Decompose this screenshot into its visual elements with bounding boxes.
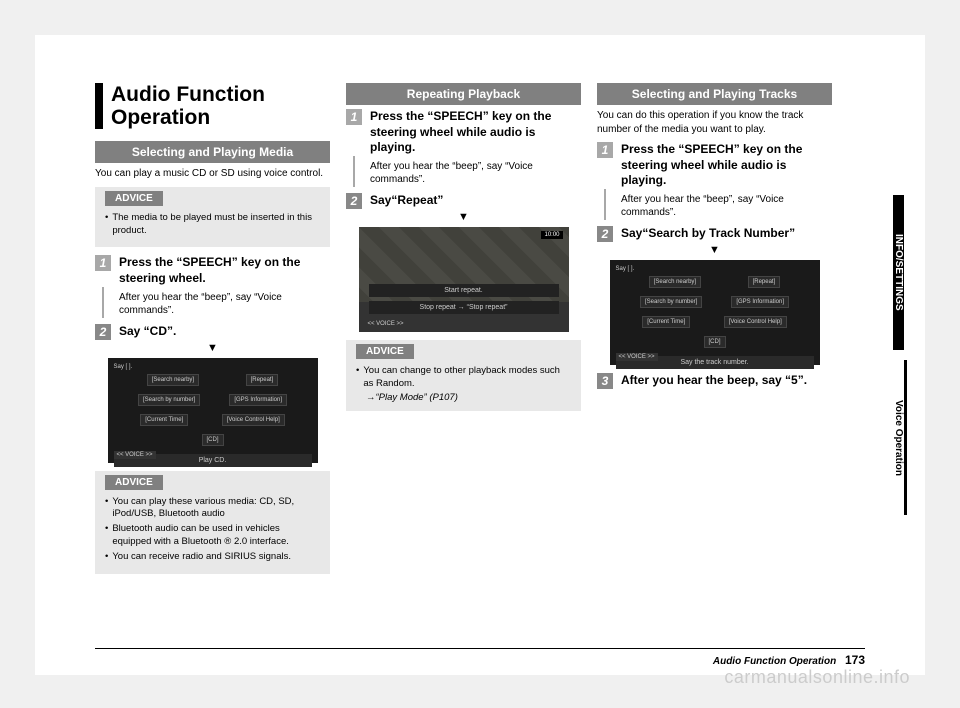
column-3: Selecting and Playing Tracks You can do …: [597, 83, 832, 638]
shot-line: Stop repeat → “Stop repeat”: [369, 301, 559, 314]
advice-content: •You can play these various media: CD, S…: [95, 490, 330, 574]
step-bar: [102, 287, 104, 318]
step-number: 2: [346, 193, 362, 209]
shot-chip: [Current Time]: [642, 316, 690, 328]
step-title: Press the “SPEECH” key on the steering w…: [370, 109, 581, 156]
voice-chip: << VOICE >>: [365, 320, 407, 328]
step-number: 1: [346, 109, 362, 125]
tab-info-settings: INFO/SETTINGS: [893, 195, 904, 350]
column-1: Audio Function Operation Selecting and P…: [95, 83, 330, 638]
step-number: 3: [597, 373, 613, 389]
clock-icon: 10:00: [541, 231, 562, 239]
shot-chip: [Search nearby]: [649, 276, 701, 288]
step-1: 1 Press the “SPEECH” key on the steering…: [346, 109, 581, 187]
step-title: Say“Repeat”: [370, 193, 443, 209]
tab-voice-operation: Voice Operation: [893, 360, 907, 515]
advice-label: ADVICE: [356, 344, 414, 359]
step-title: Say “CD”.: [119, 324, 176, 340]
step-2: 2 Say“Search by Track Number”: [597, 226, 832, 242]
step-body: After you hear the “beep”, say “Voice co…: [119, 291, 330, 318]
step-body: After you hear the “beep”, say “Voice co…: [621, 193, 832, 220]
advice-box: ADVICE •You can change to other playback…: [346, 340, 581, 412]
advice-content: •The media to be played must be inserted…: [95, 206, 330, 248]
voice-chip: << VOICE >>: [616, 353, 658, 361]
ui-screenshot: Say [ ]. [Search nearby][Repeat] [Search…: [610, 260, 820, 365]
page: Audio Function Operation Selecting and P…: [35, 35, 925, 675]
advice-bullet: You can receive radio and SIRIUS signals…: [112, 551, 291, 564]
step-1: 1 Press the “SPEECH” key on the steering…: [95, 255, 330, 317]
step-3: 3 After you hear the beep, say “5”.: [597, 373, 832, 389]
shot-chip: [GPS Information]: [229, 394, 287, 406]
step-bar: [353, 156, 355, 187]
step-number: 1: [95, 255, 111, 271]
advice-label: ADVICE: [105, 191, 163, 206]
intro-text: You can do this operation if you know th…: [597, 109, 832, 136]
shot-chip: [Repeat]: [748, 276, 781, 288]
shot-chip: [Search by number]: [138, 394, 200, 406]
step-number: 2: [597, 226, 613, 242]
shot-chip: [Search by number]: [640, 296, 702, 308]
shot-line: Start repeat.: [369, 284, 559, 297]
down-arrow-icon: ▼: [95, 342, 330, 354]
ui-screenshot-map: 10:00 Start repeat. Stop repeat → “Stop …: [359, 227, 569, 332]
shot-chip: [Repeat]: [246, 374, 279, 386]
step-body: After you hear the “beep”, say “Voice co…: [370, 160, 581, 187]
step-title: Say“Search by Track Number”: [621, 226, 795, 242]
footer-label: Audio Function Operation: [713, 656, 836, 667]
shot-chip: [GPS Information]: [731, 296, 789, 308]
ui-screenshot: Say [ ]. [Search nearby][Repeat] [Search…: [108, 358, 318, 463]
watermark: carmanualsonline.info: [724, 667, 910, 688]
section-header: Selecting and Playing Tracks: [597, 83, 832, 105]
advice-bullet: You can play these various media: CD, SD…: [112, 496, 320, 522]
shot-chip: [Voice Control Help]: [222, 414, 285, 426]
advice-box: ADVICE •The media to be played must be i…: [95, 187, 330, 248]
step-2: 2 Say “CD”.: [95, 324, 330, 340]
shot-chip: [Current Time]: [140, 414, 188, 426]
advice-content: •You can change to other playback modes …: [346, 359, 581, 412]
step-number: 2: [95, 324, 111, 340]
column-2: Repeating Playback 1 Press the “SPEECH” …: [346, 83, 581, 638]
step-title: Press the “SPEECH” key on the steering w…: [621, 142, 832, 189]
intro-text: You can play a music CD or SD using voic…: [95, 167, 330, 181]
step-2: 2 Say“Repeat”: [346, 193, 581, 209]
down-arrow-icon: ▼: [597, 244, 832, 256]
step-title: After you hear the beep, say “5”.: [621, 373, 807, 389]
down-arrow-icon: ▼: [346, 211, 581, 223]
advice-label: ADVICE: [105, 475, 163, 490]
step-1: 1 Press the “SPEECH” key on the steering…: [597, 142, 832, 220]
section-header: Selecting and Playing Media: [95, 141, 330, 163]
step-bar: [604, 189, 606, 220]
shot-chip: [Search nearby]: [147, 374, 199, 386]
content-area: Audio Function Operation Selecting and P…: [35, 35, 925, 648]
advice-ref: →“Play Mode” (P107): [356, 392, 571, 403]
advice-box: ADVICE •You can play these various media…: [95, 471, 330, 574]
main-title: Audio Function Operation: [95, 83, 330, 129]
advice-bullet: You can change to other playback modes s…: [363, 365, 571, 391]
step-title: Press the “SPEECH” key on the steering w…: [119, 255, 330, 286]
shot-chip: [CD]: [704, 336, 726, 348]
page-number: 173: [845, 653, 865, 667]
shot-chip: [Voice Control Help]: [724, 316, 787, 328]
side-tabs: INFO/SETTINGS Voice Operation: [893, 195, 925, 535]
advice-bullet: Bluetooth audio can be used in vehicles …: [112, 523, 320, 549]
shot-chip: [CD]: [202, 434, 224, 446]
step-number: 1: [597, 142, 613, 158]
advice-bullet: The media to be played must be inserted …: [112, 212, 320, 238]
voice-chip: << VOICE >>: [114, 451, 156, 459]
section-header: Repeating Playback: [346, 83, 581, 105]
